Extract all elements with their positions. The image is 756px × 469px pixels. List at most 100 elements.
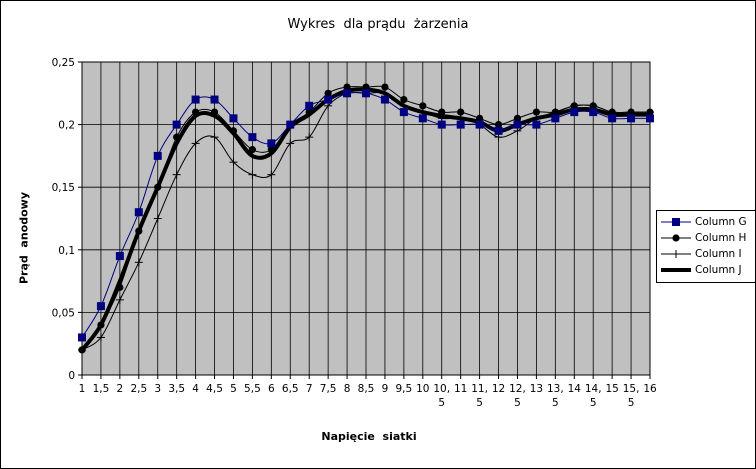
legend-swatch [661,268,691,272]
x-tick-label-line: 5 [514,397,521,409]
x-tick-label: 16 [643,383,657,395]
data-point [532,120,541,129]
data-point [134,258,143,267]
data-point [419,102,427,110]
data-point [513,114,522,122]
x-tick-label: 1,5 [93,383,110,395]
data-point [589,108,598,117]
data-point [494,126,503,135]
legend-marker [672,234,680,242]
x-tick-label: 13 [530,383,543,395]
data-point [134,208,143,217]
legend: Column G Column H Column I Column J [656,210,756,283]
x-tick-label-line: 5 [438,397,445,409]
x-tick-label: 9 [382,383,389,395]
x-tick-label: 13, 5 [547,383,564,409]
y-tick-label: 0,15 [52,182,75,194]
data-point [191,139,200,148]
data-point [267,170,276,179]
x-tick-label: 1 [79,383,86,395]
x-tick-label: 11 [454,383,467,395]
data-point [437,120,446,129]
x-tick-label: 15 [605,383,618,395]
data-point [399,108,408,117]
x-tick-label: 12, 5 [509,383,526,409]
data-point [343,83,351,91]
data-point [646,114,654,123]
data-point [248,146,256,154]
data-point [570,102,578,110]
data-point [551,108,559,116]
y-tick-label: 0,05 [52,307,75,319]
data-point [172,170,181,179]
legend-marker [672,250,680,258]
data-point [608,108,616,116]
data-point [229,127,238,135]
data-point [305,108,313,116]
x-tick-label: 3,5 [168,383,185,395]
data-point [135,227,143,235]
x-tick-label: 5,5 [244,383,261,395]
data-point [362,89,370,98]
legend-swatch [661,218,691,226]
x-tick-label-line: 5 [590,397,597,409]
x-tick-label: 3 [154,383,161,395]
legend-label: Column I [695,248,742,260]
legend-marker [672,218,680,226]
data-point [267,139,276,148]
series-column-h [78,83,654,354]
data-point [400,95,408,104]
data-point [172,120,181,129]
data-point [210,95,219,104]
data-point [627,114,636,123]
x-tick-label-line: 13, [547,383,564,395]
data-point [418,114,427,123]
data-point [476,114,484,122]
x-tick-label-line: 15, [623,383,640,395]
x-tick-label: 7,5 [320,383,337,395]
data-point [532,108,541,116]
data-point [192,108,200,116]
legend-item: Column G [657,215,755,229]
data-point [305,133,314,142]
data-point [324,89,332,97]
legend-swatch [661,234,691,242]
x-tick-label: 14 [568,383,582,395]
data-point [646,108,654,116]
data-point [210,108,219,116]
x-tick-label: 7 [306,383,313,395]
legend-item: Column I [657,247,755,261]
x-tick-label-line: 5 [476,397,483,409]
data-point [438,108,446,116]
y-tick-label: 0,25 [52,57,75,69]
legend-label: Column G [695,216,747,228]
data-point [116,283,124,291]
data-point [248,170,257,179]
x-tick-label-line: 12, [509,383,526,395]
chart-title: Wykres dla prądu żarzenia [287,17,469,32]
x-tick-label: 4,5 [206,383,223,395]
data-point [115,295,124,304]
x-tick-label: 8,5 [358,383,375,395]
data-point [608,114,617,123]
data-point [78,346,86,354]
data-point [494,121,503,129]
data-point [589,102,597,110]
legend-label: Column H [695,232,747,244]
x-tick-label: 8 [344,383,351,395]
x-tick-label: 5 [230,383,237,395]
x-tick-label-line: 5 [628,397,635,409]
data-point [457,108,465,116]
data-point [551,114,560,123]
data-point [362,83,370,91]
data-point [286,120,295,129]
data-point [229,114,238,123]
legend-swatch [661,250,691,258]
legend-label: Column J [695,264,742,276]
data-point [456,120,465,129]
x-tick-label: 9,5 [396,383,413,395]
data-point [380,95,389,104]
data-point [627,108,635,116]
data-point [570,108,579,117]
